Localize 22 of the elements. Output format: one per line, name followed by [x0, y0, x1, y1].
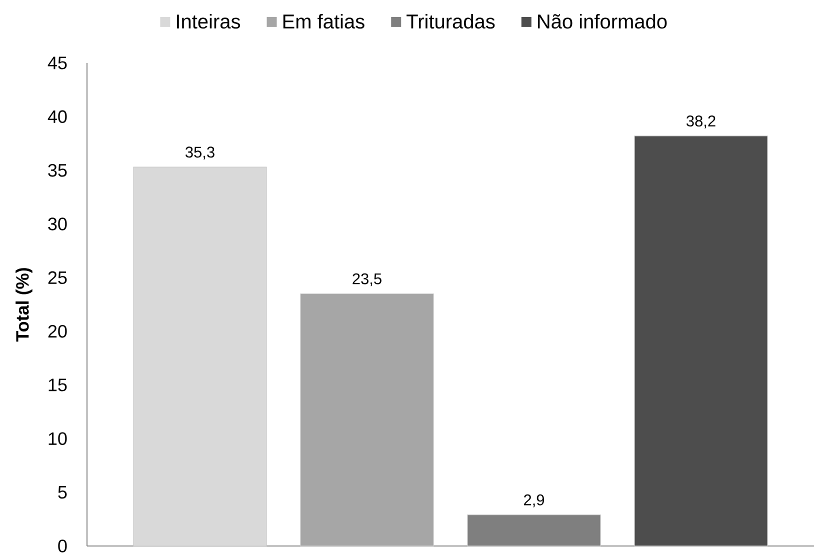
y-tick-label: 5: [58, 486, 67, 499]
y-tick-label: 45: [48, 56, 67, 70]
bar: [133, 166, 267, 546]
y-tick-label: 10: [48, 432, 67, 446]
data-label: 38,2: [686, 116, 716, 128]
legend-label: Inteiras: [177, 14, 240, 29]
y-tick-label: 30: [48, 218, 67, 230]
y-axis-title: Total (%): [16, 268, 32, 342]
legend-label: Trituradas: [406, 14, 495, 29]
bar: [634, 136, 768, 546]
y-tick-label: 40: [48, 110, 67, 124]
y-tick-label: 25: [48, 271, 67, 284]
y-tick-label: 20: [48, 324, 67, 338]
bar: [300, 293, 434, 546]
y-tick-label: 15: [48, 378, 67, 392]
data-label: 23,5: [352, 273, 382, 286]
y-tick-label: 35: [48, 164, 67, 177]
legend-label: Não informado: [538, 14, 667, 29]
legend-label: Em fatias: [283, 14, 364, 29]
y-tick-label: 0: [58, 540, 67, 552]
data-label: 35,3: [186, 146, 214, 160]
data-label: 2,9: [524, 494, 544, 508]
